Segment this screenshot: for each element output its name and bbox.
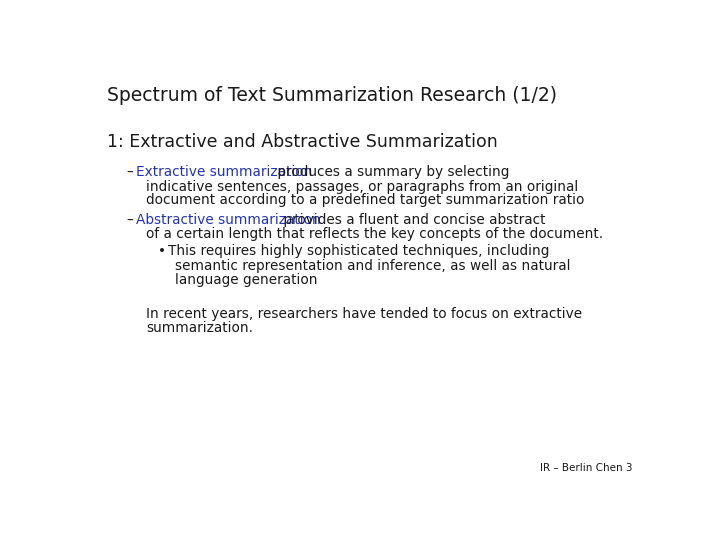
Text: document according to a predefined target summarization ratio: document according to a predefined targe…	[145, 193, 584, 207]
Text: summarization.: summarization.	[145, 321, 253, 335]
Text: In recent years, researchers have tended to focus on extractive: In recent years, researchers have tended…	[145, 307, 582, 321]
Text: produces a summary by selecting: produces a summary by selecting	[272, 165, 509, 179]
Text: IR – Berlin Chen 3: IR – Berlin Chen 3	[540, 463, 632, 473]
Text: 1: Extractive and Abstractive Summarization: 1: Extractive and Abstractive Summarizat…	[107, 132, 498, 151]
Text: language generation: language generation	[175, 273, 318, 287]
Text: This requires highly sophisticated techniques, including: This requires highly sophisticated techn…	[168, 244, 549, 258]
Text: semantic representation and inference, as well as natural: semantic representation and inference, a…	[175, 259, 571, 273]
Text: indicative sentences, passages, or paragraphs from an original: indicative sentences, passages, or parag…	[145, 179, 578, 193]
Text: Abstractive summarization: Abstractive summarization	[136, 213, 320, 227]
Text: –: –	[127, 165, 138, 179]
Text: of a certain length that reflects the key concepts of the document.: of a certain length that reflects the ke…	[145, 227, 603, 241]
Text: Extractive summarization: Extractive summarization	[136, 165, 312, 179]
Text: –: –	[127, 213, 138, 227]
Text: provides a fluent and concise abstract: provides a fluent and concise abstract	[279, 213, 546, 227]
Text: Spectrum of Text Summarization Research (1/2): Spectrum of Text Summarization Research …	[107, 86, 557, 105]
Text: •: •	[158, 244, 171, 258]
